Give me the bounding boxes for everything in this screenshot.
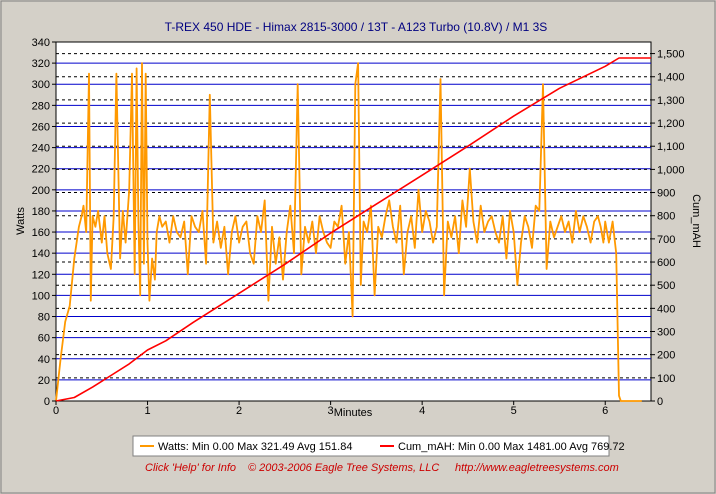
y-tick-label: 240 — [32, 143, 50, 155]
y2-tick-label: 600 — [657, 257, 675, 269]
legend-box — [132, 435, 610, 457]
chart-title: T-REX 450 HDE - Himax 2815-3000 / 13T - … — [165, 20, 548, 34]
y-tick-label: 160 — [32, 227, 50, 239]
y2-tick-label: 0 — [657, 396, 663, 408]
y-tick-label: 300 — [32, 79, 50, 91]
y2-tick-label: 1,100 — [657, 141, 685, 153]
y2-tick-label: 1,500 — [657, 49, 685, 61]
series-layer — [55, 57, 651, 402]
y2-tick-label: 400 — [657, 303, 675, 315]
y2-tick-label: 1,000 — [657, 164, 685, 176]
y2-tick-label: 200 — [657, 350, 675, 362]
y-tick-label: 220 — [32, 164, 50, 176]
y2-tick-label: 1,300 — [657, 95, 685, 107]
legend-entry-watts: Watts: Min 0.00 Max 321.49 Avg 151.84 — [158, 441, 352, 453]
y-tick-label: 320 — [32, 58, 50, 70]
y-tick-label: 0 — [44, 396, 50, 408]
plot-area — [55, 41, 652, 402]
legend-entry-cum: Cum_mAH: Min 0.00 Max 1481.00 Avg 769.72 — [398, 441, 625, 453]
y-tick-label: 180 — [32, 206, 50, 218]
x-axis-label: Minutes — [334, 407, 373, 419]
y2-tick-label: 800 — [657, 211, 675, 223]
y2-tick-label: 1,200 — [657, 118, 685, 130]
x-tick-label: 6 — [602, 405, 608, 417]
x-tick-label: 5 — [511, 405, 517, 417]
y2-tick-label: 500 — [657, 280, 675, 292]
y2-tick-label: 1,400 — [657, 72, 685, 84]
axes: 0204060801001201401601802002202402602803… — [32, 37, 685, 417]
x-tick-label: 2 — [236, 405, 242, 417]
y-tick-label: 40 — [38, 354, 50, 366]
y-tick-label: 260 — [32, 121, 50, 133]
y-axis-label: Watts — [15, 207, 27, 235]
y-tick-label: 280 — [32, 100, 50, 112]
footer-copyright: © 2003-2006 Eagle Tree Systems, LLC — [248, 462, 439, 474]
y-tick-label: 20 — [38, 375, 50, 387]
x-tick-label: 0 — [53, 405, 59, 417]
y2-axis-label: Cum_mAH — [690, 194, 702, 248]
series-line-cum-mah — [55, 57, 651, 402]
y2-tick-label: 100 — [657, 373, 675, 385]
y2-tick-label: 300 — [657, 327, 675, 339]
footer: Click 'Help' for Info © 2003-2006 Eagle … — [145, 462, 619, 474]
footer-url[interactable]: http://www.eagletreesystems.com — [455, 462, 619, 474]
legend: Watts: Min 0.00 Max 321.49 Avg 151.84 Cu… — [132, 435, 625, 457]
y-tick-label: 100 — [32, 290, 50, 302]
y2-tick-label: 900 — [657, 188, 675, 200]
footer-help: Click 'Help' for Info — [145, 462, 236, 474]
x-tick-label: 4 — [419, 405, 425, 417]
y2-tick-label: 700 — [657, 234, 675, 246]
x-tick-label: 3 — [328, 405, 334, 417]
y-tick-label: 140 — [32, 248, 50, 260]
series-line-watts — [55, 62, 642, 402]
y-tick-label: 200 — [32, 185, 50, 197]
y-tick-label: 340 — [32, 37, 50, 49]
y-tick-label: 120 — [32, 269, 50, 281]
y-tick-label: 80 — [38, 312, 50, 324]
y-tick-label: 60 — [38, 333, 50, 345]
x-tick-label: 1 — [144, 405, 150, 417]
